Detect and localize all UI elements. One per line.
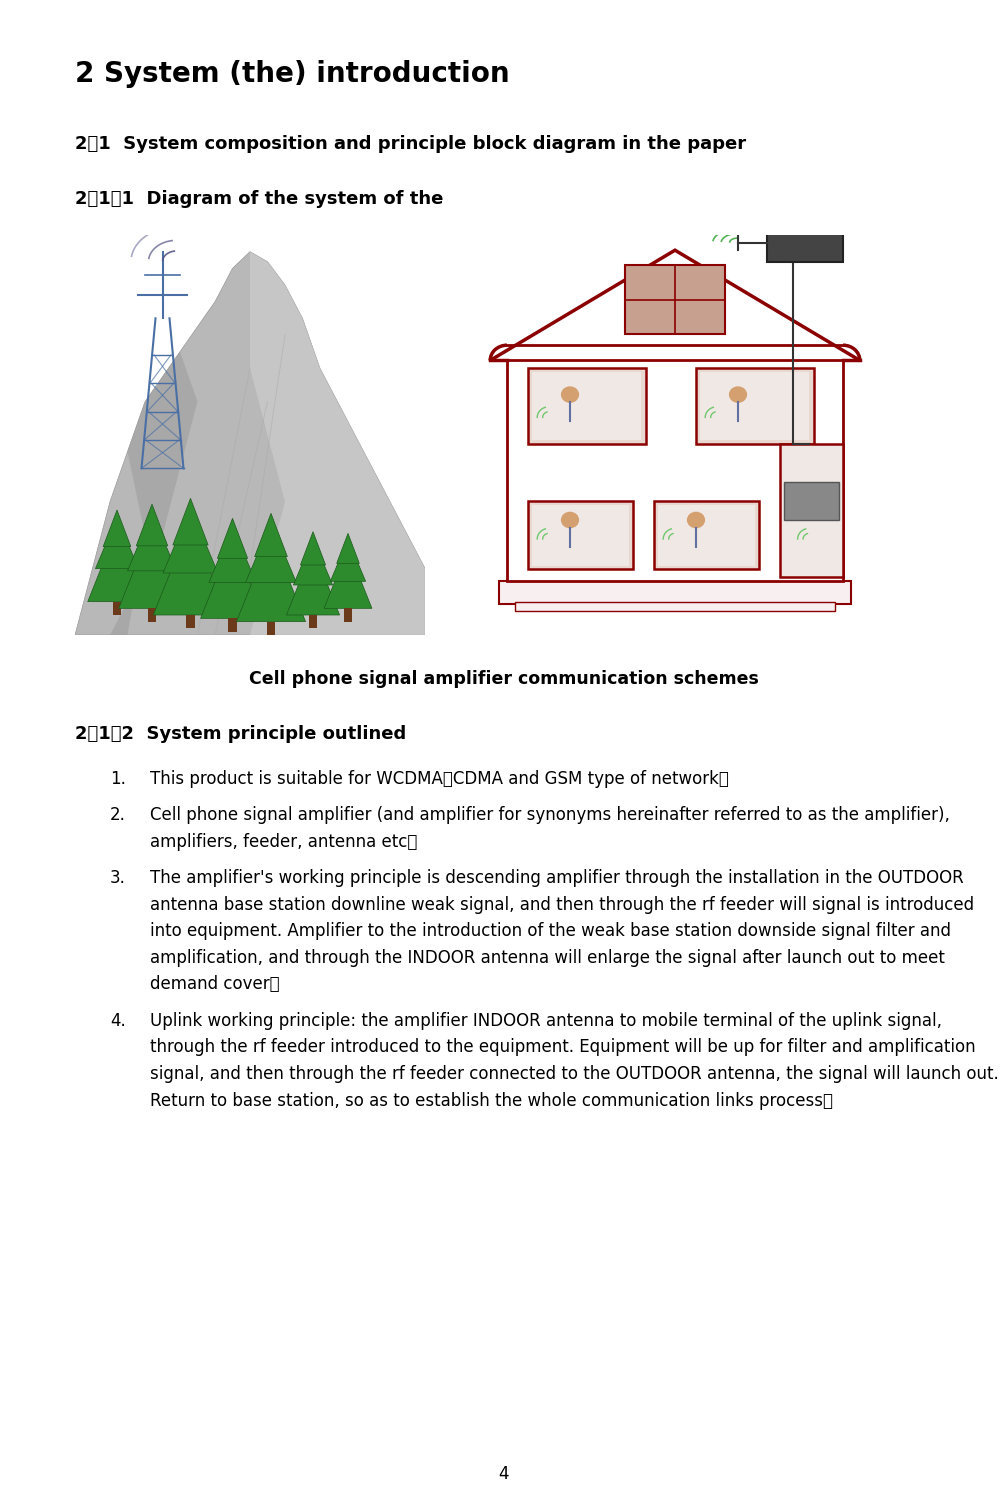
Text: 2．1．2  System principle outlined: 2．1．2 System principle outlined	[75, 726, 406, 744]
Polygon shape	[293, 538, 332, 586]
Polygon shape	[163, 508, 218, 574]
Polygon shape	[88, 529, 146, 602]
Polygon shape	[250, 252, 425, 635]
Text: signal, and then through the rf feeder connected to the OUTDOOR antenna, the sig: signal, and then through the rf feeder c…	[150, 1065, 999, 1083]
Polygon shape	[103, 510, 131, 547]
Bar	[784, 481, 839, 520]
Bar	[696, 368, 814, 444]
Bar	[659, 505, 755, 566]
Bar	[780, 444, 843, 577]
Text: Cell phone signal amplifier communication schemes: Cell phone signal amplifier communicatio…	[249, 670, 758, 688]
Text: into equipment. Amplifier to the introduction of the weak base station downside : into equipment. Amplifier to the introdu…	[150, 922, 951, 940]
Polygon shape	[128, 513, 176, 571]
Text: 2 System (the) introduction: 2 System (the) introduction	[75, 60, 510, 88]
Bar	[528, 501, 633, 569]
Polygon shape	[246, 522, 296, 583]
Bar	[516, 602, 835, 611]
Bar	[507, 361, 843, 581]
Text: 4: 4	[498, 1465, 509, 1483]
Polygon shape	[119, 524, 185, 608]
Polygon shape	[336, 533, 359, 563]
Text: This product is suitable for WCDMA、CDMA and GSM type of network。: This product is suitable for WCDMA、CDMA …	[150, 770, 729, 788]
Bar	[533, 372, 641, 440]
Polygon shape	[255, 514, 287, 557]
Text: demand cover。: demand cover。	[150, 976, 280, 994]
Text: 1.: 1.	[110, 770, 126, 788]
Text: amplifiers, feeder, antenna etc。: amplifiers, feeder, antenna etc。	[150, 833, 417, 851]
Polygon shape	[267, 621, 275, 635]
Polygon shape	[209, 526, 256, 583]
Text: Return to base station, so as to establish the whole communication links process: Return to base station, so as to establi…	[150, 1092, 833, 1110]
Circle shape	[688, 513, 705, 527]
Polygon shape	[218, 519, 248, 559]
Text: 2．1．1  Diagram of the system of the: 2．1．1 Diagram of the system of the	[75, 191, 443, 209]
Bar	[767, 224, 843, 262]
Text: The amplifier's working principle is descending amplifier through the installati: The amplifier's working principle is des…	[150, 870, 964, 888]
Bar	[533, 505, 628, 566]
Polygon shape	[96, 517, 139, 569]
Polygon shape	[330, 539, 366, 581]
Polygon shape	[148, 608, 156, 621]
Polygon shape	[286, 548, 339, 615]
Polygon shape	[136, 504, 168, 545]
Polygon shape	[300, 532, 325, 565]
Polygon shape	[173, 498, 208, 545]
Polygon shape	[343, 608, 352, 621]
Bar	[498, 581, 851, 603]
Polygon shape	[200, 538, 265, 618]
Bar	[654, 501, 759, 569]
Polygon shape	[186, 615, 194, 629]
Circle shape	[562, 387, 578, 402]
Text: antenna base station downline weak signal, and then through the rf feeder will s: antenna base station downline weak signa…	[150, 895, 974, 913]
Circle shape	[730, 387, 746, 402]
Polygon shape	[309, 615, 317, 629]
Text: amplification, and through the INDOOR antenna will enlarge the signal after laun: amplification, and through the INDOOR an…	[150, 949, 945, 967]
Polygon shape	[75, 352, 197, 635]
Text: 2．1  System composition and principle block diagram in the paper: 2．1 System composition and principle blo…	[75, 136, 746, 153]
Polygon shape	[75, 252, 425, 635]
Text: Uplink working principle: the amplifier INDOOR antenna to mobile terminal of the: Uplink working principle: the amplifier …	[150, 1012, 942, 1030]
Text: 2.: 2.	[110, 806, 126, 824]
Text: Cell phone signal amplifier (and amplifier for synonyms hereinafter referred to : Cell phone signal amplifier (and amplifi…	[150, 806, 950, 824]
Polygon shape	[229, 618, 237, 632]
Bar	[528, 368, 645, 444]
Bar	[700, 372, 810, 440]
Polygon shape	[153, 522, 228, 615]
Text: 3.: 3.	[110, 870, 126, 888]
Polygon shape	[324, 548, 372, 608]
Text: through the rf feeder introduced to the equipment. Equipment will be up for filt: through the rf feeder introduced to the …	[150, 1039, 976, 1056]
Polygon shape	[237, 535, 305, 621]
Circle shape	[562, 513, 578, 527]
Text: 4.: 4.	[110, 1012, 126, 1030]
Bar	[624, 265, 725, 334]
Polygon shape	[113, 602, 121, 615]
